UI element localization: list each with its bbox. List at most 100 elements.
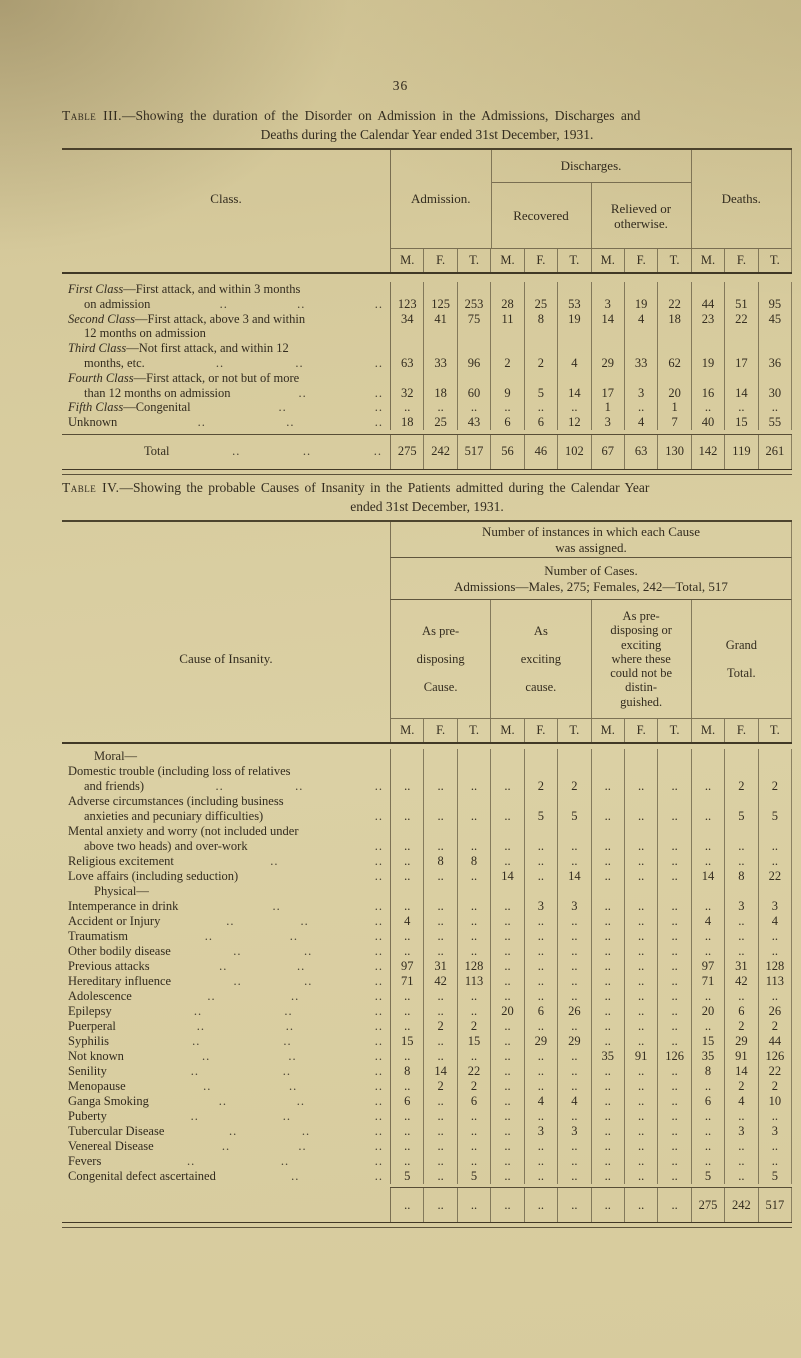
- row-label: Adverse circumstances (including busines…: [62, 794, 390, 824]
- group-header-cell: Grand Total.: [690, 600, 791, 718]
- cell-value: T.: [569, 723, 580, 737]
- table-row: Senility...... 8 14 22............ 8 14 22: [62, 1064, 792, 1079]
- cell-value: ..: [537, 1019, 545, 1033]
- leader-dots: ..: [233, 974, 242, 988]
- cell-value: 35: [701, 1049, 715, 1063]
- cell-value: 6: [537, 415, 545, 430]
- cell: ..: [757, 400, 791, 416]
- cell: ..: [623, 914, 657, 929]
- cell: 42: [724, 974, 757, 989]
- row-cells: 6.. 6.. 4 4...... 6 4 10: [390, 1094, 792, 1109]
- cell: ..: [490, 899, 523, 914]
- cell-value: ..: [604, 809, 611, 823]
- cell: T.: [757, 719, 791, 742]
- leader-dots: ..: [374, 869, 383, 883]
- row-label-line: months, etc.......: [62, 356, 390, 371]
- cell-value: ..: [437, 1109, 444, 1123]
- table-row: First Class—First attack, and within 3 m…: [62, 282, 792, 312]
- cell: ..: [657, 1109, 690, 1124]
- row-label-line: anxieties and pecuniary difficulties)..: [62, 809, 390, 824]
- cell-value: 62: [668, 355, 681, 370]
- group-header-cell: As exciting cause.: [490, 600, 590, 718]
- cell: ..: [623, 899, 657, 914]
- cell-value: ..: [738, 914, 745, 928]
- cell-value: ..: [571, 854, 578, 868]
- cell: ..: [690, 989, 724, 1004]
- cell-value: ..: [437, 869, 444, 883]
- cell-value: 51: [735, 296, 748, 311]
- cell: ..: [423, 1034, 456, 1049]
- table-row: Adverse circumstances (including busines…: [62, 794, 792, 824]
- cell: 56: [490, 434, 523, 469]
- cell-value: F.: [636, 723, 646, 737]
- cell-value: 8: [704, 1064, 712, 1078]
- cell-value: 44: [768, 1034, 782, 1048]
- leader-dots: ..: [304, 974, 313, 988]
- column-group-deaths: Deaths.: [690, 150, 792, 248]
- cell: [423, 749, 456, 764]
- row-label-line: Traumatism......: [62, 929, 390, 944]
- row-label: Congenital defect ascertained....: [62, 1169, 390, 1184]
- cell: ..: [724, 824, 757, 854]
- section-row: Moral—: [62, 749, 792, 764]
- cell-value: 41: [434, 311, 447, 326]
- cell: ..: [757, 1154, 791, 1169]
- cell-value: 3: [638, 385, 645, 400]
- cell: 3: [557, 1124, 590, 1139]
- cell-value: 2: [738, 1079, 745, 1093]
- group-header-line: disposing or: [610, 623, 672, 638]
- cell: ..: [490, 1169, 523, 1184]
- cell-value: ..: [504, 839, 511, 853]
- leader-dots: ..: [289, 929, 298, 943]
- cell: ..: [657, 974, 690, 989]
- cell-value: ..: [571, 1154, 578, 1168]
- cell-value: 17: [735, 355, 748, 370]
- table-row: Fourth Class—First attack, or not but of…: [62, 370, 792, 401]
- cell: ..: [490, 764, 523, 794]
- cell-value: ..: [571, 959, 578, 973]
- cell-value: F.: [436, 253, 446, 267]
- cell: ..: [456, 869, 490, 884]
- cell-value: ..: [504, 1049, 511, 1063]
- row-label-class-name: Second Class: [68, 311, 136, 326]
- cell: ..: [657, 794, 690, 824]
- table-row: Domestic trouble (including loss of rela…: [62, 764, 792, 794]
- leader-dots: ..: [284, 1004, 293, 1018]
- cell: ..: [423, 400, 456, 416]
- cell: 22: [757, 869, 791, 884]
- cell-value: 32: [400, 385, 414, 400]
- cell-value: 67: [601, 444, 614, 459]
- cell-value: M.: [500, 253, 515, 267]
- cell-value: 25: [434, 415, 447, 430]
- cell: ..: [690, 824, 724, 854]
- cell-value: 20: [501, 1004, 514, 1018]
- cell: ..: [690, 1019, 724, 1034]
- cell-value: ..: [504, 1019, 511, 1033]
- table-iv-header-rule: [62, 742, 792, 744]
- cell: ..: [590, 1079, 624, 1094]
- table-iii: Table III.—Showing the duration of the D…: [62, 106, 792, 475]
- cell-value: ..: [504, 1064, 511, 1078]
- cell-value: ..: [571, 839, 578, 853]
- cell-value: 26: [768, 1004, 782, 1018]
- cell: ..: [391, 1154, 423, 1169]
- cell-value: 12: [568, 415, 581, 430]
- cell-value: ..: [470, 1049, 478, 1063]
- cell: 2: [523, 764, 557, 794]
- row-cells: 4................ 4.. 4: [390, 914, 792, 929]
- cell-value: ..: [437, 929, 444, 943]
- row-label-line: and friends)......: [62, 779, 390, 794]
- row-label-text: Syphilis: [68, 1034, 109, 1048]
- cell-value: 128: [464, 959, 484, 973]
- row-label-text: Venereal Disease: [68, 1139, 154, 1153]
- table-row: Unknown...... 18 25 43 6 6 12 3 4 7 40 15 55: [62, 415, 792, 430]
- cell: [523, 749, 557, 764]
- cell: 18: [391, 415, 423, 430]
- cell: 261: [757, 434, 791, 469]
- cell-value: 35: [601, 1049, 614, 1063]
- cell-value: ..: [571, 1064, 578, 1078]
- cell-value: 3: [571, 899, 578, 913]
- cell-value: ..: [537, 1079, 545, 1093]
- cell: ..: [456, 929, 490, 944]
- cell-value: ..: [604, 1154, 611, 1168]
